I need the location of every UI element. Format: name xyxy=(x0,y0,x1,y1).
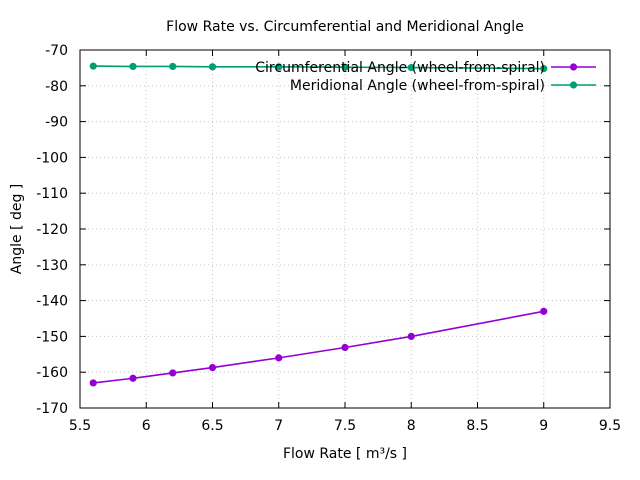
x-tick-label: 9.5 xyxy=(599,418,621,434)
x-axis-label: Flow Rate [ m³/s ] xyxy=(283,446,407,462)
data-point xyxy=(89,62,97,70)
x-tick-label: 9 xyxy=(539,418,548,434)
series-line xyxy=(93,310,544,384)
legend-label: Circumferential Angle (wheel-from-spiral… xyxy=(255,60,545,76)
data-point xyxy=(275,354,283,362)
series-2 xyxy=(89,62,548,73)
data-point xyxy=(169,62,177,71)
series-1 xyxy=(89,307,548,387)
x-tick-label: 8.5 xyxy=(466,418,488,434)
y-tick-label: -120 xyxy=(36,222,68,238)
data-point xyxy=(540,307,548,315)
y-tick-label: -140 xyxy=(36,294,68,310)
x-tick-label: 7.5 xyxy=(334,418,356,434)
y-axis-label: Angle [ deg ] xyxy=(9,184,25,275)
series-layer xyxy=(89,62,548,387)
chart-title: Flow Rate vs. Circumferential and Meridi… xyxy=(166,19,524,35)
y-tick-label: -100 xyxy=(36,150,68,166)
data-point xyxy=(208,363,217,372)
y-tick-label: -170 xyxy=(36,401,68,417)
y-tick-label: -150 xyxy=(36,329,68,345)
x-tick-label: 6 xyxy=(142,418,151,434)
grid-layer xyxy=(80,50,610,408)
y-tick-label: -160 xyxy=(36,365,68,381)
legend-swatch-point xyxy=(569,63,578,71)
data-point xyxy=(341,63,349,71)
x-tick-label: 7 xyxy=(274,418,283,434)
data-point xyxy=(89,379,97,387)
y-tick-label: -80 xyxy=(45,79,68,95)
x-tick-label: 6.5 xyxy=(201,418,223,434)
data-point xyxy=(540,65,548,73)
x-tick-label: 8 xyxy=(407,418,416,434)
tick-layer: 5.5 6 6.5 7 7.5 8 8.5 9 9.5 -170 -160 -150 -140 -130 -… xyxy=(36,43,621,434)
y-tick-label: -90 xyxy=(45,115,68,131)
y-tick-label: -130 xyxy=(36,258,68,274)
y-tick-label: -70 xyxy=(45,43,68,59)
x-tick-label: 5.5 xyxy=(69,418,91,434)
legend-label: Meridional Angle (wheel-from-spiral) xyxy=(290,78,545,94)
data-point xyxy=(129,374,137,382)
data-point xyxy=(208,63,217,71)
data-point xyxy=(407,63,415,72)
y-tick-label: -110 xyxy=(36,186,68,202)
data-point xyxy=(169,369,177,377)
data-point xyxy=(407,332,415,340)
legend: Circumferential Angle (wheel-from-spiral… xyxy=(255,60,596,94)
series-line xyxy=(93,65,544,70)
data-point xyxy=(275,63,283,71)
data-point xyxy=(129,62,137,71)
legend-swatch-point xyxy=(569,81,578,89)
data-point xyxy=(341,343,349,352)
